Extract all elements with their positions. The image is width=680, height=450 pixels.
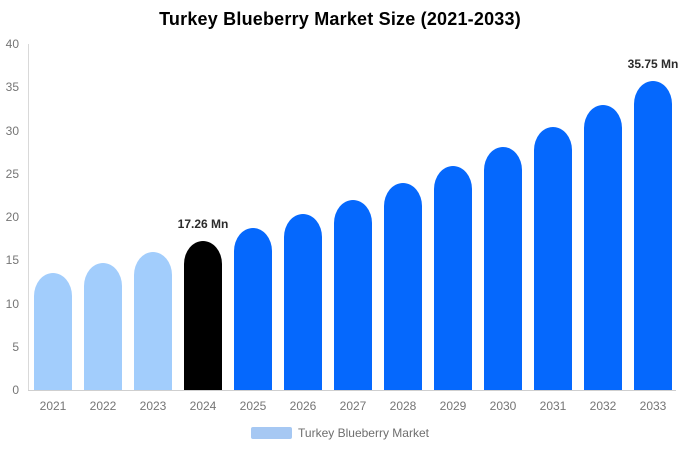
x-tick-label-2028: 2028 (389, 399, 417, 413)
x-tick-label-2030: 2030 (489, 399, 517, 413)
x-tick-label-2029: 2029 (439, 399, 467, 413)
x-tick-label-2025: 2025 (239, 399, 267, 413)
y-tick-label-15: 15 (5, 253, 19, 268)
bar-2028[interactable] (384, 183, 422, 390)
x-tick-label-2031: 2031 (539, 399, 567, 413)
y-tick-label-20: 20 (5, 210, 19, 224)
bar-2023[interactable] (134, 252, 172, 390)
bar-2021[interactable] (34, 273, 72, 390)
y-tick-label-10: 10 (5, 296, 19, 311)
plot-area: 0 5 10 15 20 25 30 35 40 17.26 Mn 35.75 Mn (6, 37, 679, 397)
x-tick-label-2026: 2026 (289, 399, 317, 413)
y-axis-line (28, 44, 29, 391)
x-tick-label-2022: 2022 (89, 399, 117, 413)
legend[interactable]: Turkey Blueberry Market (0, 426, 680, 440)
bar-2022[interactable] (84, 262, 122, 390)
legend-label: Turkey Blueberry Market (298, 426, 429, 440)
bar-value-label-2024: 17.26 Mn (177, 216, 229, 231)
bar-2030[interactable] (484, 146, 522, 390)
y-tick-label-35: 35 (5, 80, 19, 95)
x-tick-label-2033: 2033 (639, 399, 667, 413)
x-tick-label-2027: 2027 (339, 399, 367, 413)
bar-2033[interactable] (634, 80, 672, 390)
y-tick-label-30: 30 (5, 123, 19, 138)
x-tick-label-2032: 2032 (589, 399, 617, 413)
bar-2031[interactable] (534, 127, 572, 390)
y-tick-label-5: 5 (12, 339, 19, 354)
bar-2027[interactable] (334, 199, 372, 390)
x-tick-label-2024: 2024 (189, 399, 217, 413)
bar-2029[interactable] (434, 165, 472, 390)
chart-title: Turkey Blueberry Market Size (2021-2033) (159, 9, 521, 29)
bar-2024[interactable] (184, 240, 222, 390)
x-tick-label-2023: 2023 (139, 399, 167, 413)
y-tick-label-25: 25 (5, 166, 19, 181)
bar-2026[interactable] (284, 214, 322, 390)
legend-swatch (251, 427, 293, 439)
x-axis-line (28, 390, 676, 391)
y-tick-label-40: 40 (5, 37, 19, 51)
bar-value-label-2033: 35.75 Mn (627, 56, 679, 71)
x-tick-label-2021: 2021 (39, 399, 67, 413)
bar-2025[interactable] (234, 228, 272, 390)
bar-2032[interactable] (584, 104, 622, 390)
y-tick-label-0: 0 (12, 383, 19, 397)
